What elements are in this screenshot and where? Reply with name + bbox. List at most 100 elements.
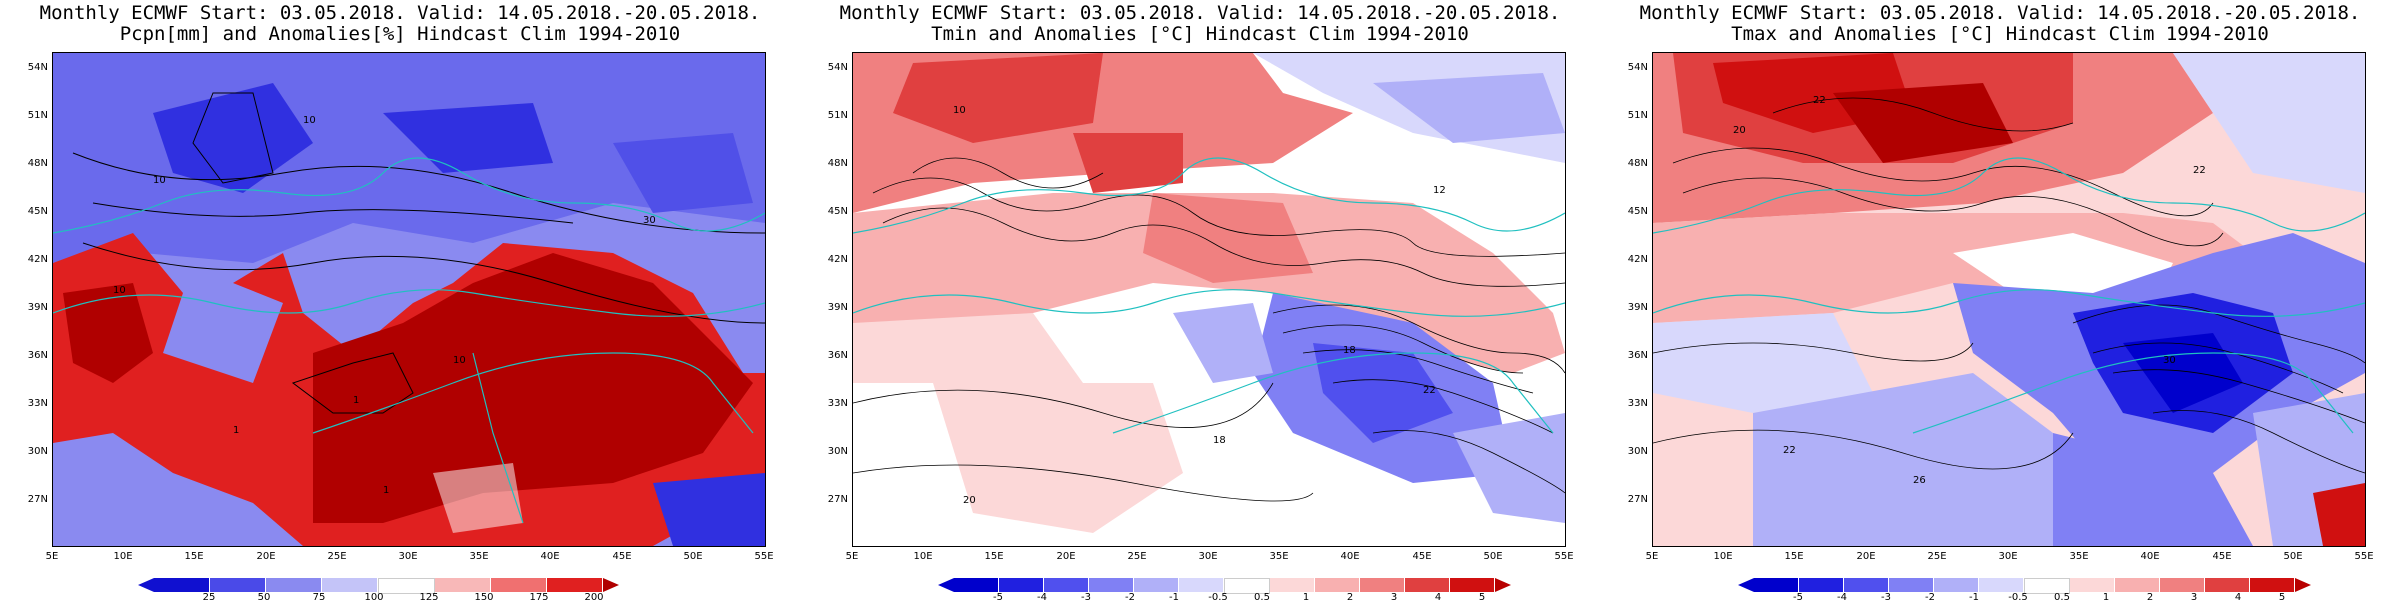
lon-label: 10E: [1713, 551, 1733, 562]
colorbar-tick: 4: [2234, 592, 2242, 603]
map-tmin: 10 12 18 22 20 18: [852, 52, 1566, 547]
lon-label: 55E: [2354, 551, 2374, 562]
colorbar-tick: 50: [257, 592, 271, 603]
lat-label: 51N: [1627, 110, 1648, 121]
colorbar-tick: -3: [1081, 592, 1091, 603]
lon-label: 55E: [1554, 551, 1574, 562]
lat-label: 54N: [27, 62, 48, 73]
lat-label: 45N: [827, 206, 848, 217]
lon-label: 35E: [469, 551, 489, 562]
lon-label: 45E: [612, 551, 632, 562]
colorbar-ticks: -5 -4 -3 -2 -1 -0.5 0.5 1 2 3 4 5: [800, 592, 1600, 603]
svg-text:1: 1: [353, 395, 359, 406]
svg-text:1: 1: [383, 485, 389, 496]
svg-text:22: 22: [1783, 445, 1796, 456]
lon-label: 55E: [754, 551, 774, 562]
colorbar-tick: 150: [474, 592, 494, 603]
colorbar-tick: 1: [1302, 592, 1310, 603]
colorbar: [138, 578, 619, 594]
colorbar-tick: -2: [1125, 592, 1135, 603]
lon-label: 50E: [2283, 551, 2303, 562]
lat-label: 30N: [1627, 446, 1648, 457]
lon-label: 30E: [398, 551, 418, 562]
panel-subtitle: Tmax and Anomalies [°C] Hindcast Clim 19…: [1731, 23, 2269, 45]
lon-label: 35E: [2069, 551, 2089, 562]
colorbar-tick: -0.5: [2008, 592, 2028, 603]
panel-tmax: Monthly ECMWF Start: 03.05.2018. Valid: …: [1600, 0, 2400, 603]
lat-label: 30N: [27, 446, 48, 457]
colorbar-tick: 0.5: [2054, 592, 2070, 603]
panel-subtitle: Pcpn[mm] and Anomalies[%] Hindcast Clim …: [119, 23, 681, 45]
lat-label: 45N: [1627, 206, 1648, 217]
svg-text:18: 18: [1213, 435, 1226, 446]
panel-subtitle: Tmin and Anomalies [°C] Hindcast Clim 19…: [931, 23, 1469, 45]
map-canvas: 10 12 18 22 20 18: [853, 53, 1565, 546]
colorbar-tick: -3: [1881, 592, 1891, 603]
lon-label: 5E: [845, 551, 859, 562]
lat-label: 48N: [27, 158, 48, 169]
lon-label: 20E: [1056, 551, 1076, 562]
colorbar-tick: -4: [1037, 592, 1047, 603]
lon-label: 20E: [256, 551, 276, 562]
lon-label: 5E: [45, 551, 59, 562]
lon-label: 40E: [1340, 551, 1360, 562]
lon-label: 30E: [1998, 551, 2018, 562]
lon-label: 45E: [2212, 551, 2232, 562]
colorbar-tick: 25: [202, 592, 216, 603]
svg-text:20: 20: [963, 495, 976, 506]
lat-label: 36N: [827, 350, 848, 361]
lat-label: 42N: [1627, 254, 1648, 265]
colorbar-tick: 0.5: [1254, 592, 1270, 603]
lon-label: 50E: [1483, 551, 1503, 562]
colorbar-tick: 4: [1434, 592, 1442, 603]
panel-title: Monthly ECMWF Start: 03.05.2018. Valid: …: [839, 2, 1561, 24]
colorbar-tick: 3: [2190, 592, 2198, 603]
colorbar-tick: 200: [584, 592, 604, 603]
colorbar-ticks: -5 -4 -3 -2 -1 -0.5 0.5 1 2 3 4 5: [1600, 592, 2400, 603]
lat-label: 51N: [827, 110, 848, 121]
svg-text:10: 10: [153, 175, 166, 186]
colorbar-tick: 125: [419, 592, 439, 603]
colorbar-tick: 2: [1346, 592, 1354, 603]
map-tmax: 22 20 22 30 26 22: [1652, 52, 2366, 547]
lon-label: 40E: [2140, 551, 2160, 562]
lon-label: 50E: [683, 551, 703, 562]
lat-label: 36N: [27, 350, 48, 361]
lat-label: 54N: [827, 62, 848, 73]
lat-label: 42N: [27, 254, 48, 265]
lon-label: 5E: [1645, 551, 1659, 562]
colorbar: [938, 578, 1511, 594]
panel-precipitation: Monthly ECMWF Start: 03.05.2018. Valid: …: [0, 0, 800, 603]
lat-label: 48N: [827, 158, 848, 169]
colorbar-tick: -5: [1793, 592, 1803, 603]
lon-label: 45E: [1412, 551, 1432, 562]
lat-label: 27N: [1627, 494, 1648, 505]
lat-label: 33N: [27, 398, 48, 409]
svg-text:20: 20: [1733, 125, 1746, 136]
lat-label: 45N: [27, 206, 48, 217]
lon-label: 35E: [1269, 551, 1289, 562]
lon-label: 10E: [113, 551, 133, 562]
svg-text:22: 22: [1423, 385, 1436, 396]
svg-text:26: 26: [1913, 475, 1926, 486]
lat-label: 54N: [1627, 62, 1648, 73]
lat-label: 48N: [1627, 158, 1648, 169]
lat-label: 42N: [827, 254, 848, 265]
colorbar-tick: -1: [1969, 592, 1979, 603]
lon-label: 25E: [1927, 551, 1947, 562]
lon-label: 15E: [984, 551, 1004, 562]
lon-label: 25E: [327, 551, 347, 562]
lat-label: 36N: [1627, 350, 1648, 361]
lat-label: 33N: [827, 398, 848, 409]
colorbar-tick: 1: [2102, 592, 2110, 603]
colorbar-tick: -5: [993, 592, 1003, 603]
colorbar: [1738, 578, 2311, 594]
lon-label: 20E: [1856, 551, 1876, 562]
svg-text:10: 10: [953, 105, 966, 116]
colorbar-tick: 5: [2278, 592, 2286, 603]
svg-text:30: 30: [643, 215, 656, 226]
colorbar-tick: 100: [364, 592, 384, 603]
lon-label: 15E: [184, 551, 204, 562]
lat-label: 51N: [27, 110, 48, 121]
lat-label: 27N: [27, 494, 48, 505]
